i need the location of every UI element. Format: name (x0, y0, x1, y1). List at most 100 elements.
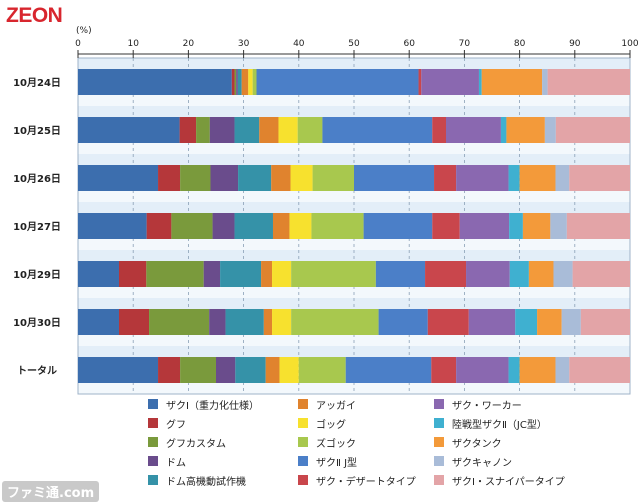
bar-segment (234, 213, 273, 239)
bar-segment (418, 69, 422, 95)
bar-segment (263, 309, 273, 335)
bar-segment (431, 357, 457, 383)
bar-segment (180, 357, 216, 383)
bar-segment (271, 165, 291, 191)
bar-segment (225, 309, 264, 335)
category-label: 10月27日 (13, 221, 61, 233)
bar-segment (528, 261, 554, 287)
bar-segment (265, 357, 280, 383)
bar-segment (209, 309, 226, 335)
bar-segment (272, 213, 290, 239)
bar-segment (220, 261, 262, 287)
x-tick-label: 40 (293, 39, 305, 49)
bar-segment (311, 213, 364, 239)
bar-segment (537, 309, 562, 335)
bar-segment (241, 69, 249, 95)
category-label: 10月26日 (13, 173, 61, 185)
bar-segment (555, 117, 630, 143)
bar-segment (78, 309, 119, 335)
bar-segment (427, 309, 469, 335)
bar-segment (146, 261, 204, 287)
x-tick-label: 70 (459, 39, 471, 49)
bar-segment (235, 357, 266, 383)
bar-segment (158, 357, 181, 383)
bar-segment (522, 213, 551, 239)
x-tick-label: 50 (348, 39, 360, 49)
bar-segment (203, 261, 221, 287)
category-label: 10月24日 (13, 77, 61, 89)
bar-segment (212, 213, 235, 239)
bar-segment (508, 357, 520, 383)
x-tick-label: 80 (514, 39, 526, 49)
bar-segment (515, 309, 538, 335)
bar-segment (196, 117, 210, 143)
bar-segment (179, 117, 197, 143)
bar-segment (78, 357, 159, 383)
bar-segment (354, 165, 435, 191)
bar-segment (508, 165, 520, 191)
bar-segment (171, 213, 213, 239)
bar-segment (238, 165, 272, 191)
x-tick-label: 20 (183, 39, 195, 49)
bar-segment (446, 117, 501, 143)
bar-segment (432, 213, 460, 239)
x-tick-label: 10 (127, 39, 139, 49)
bar-segment (434, 165, 457, 191)
category-label: 10月29日 (13, 269, 61, 281)
bar-segment (298, 357, 346, 383)
bar-segment (500, 117, 507, 143)
bar-segment (363, 213, 433, 239)
bar-segment (256, 69, 419, 95)
bar-segment (118, 309, 150, 335)
bar-segment (432, 117, 446, 143)
bar-segment (259, 117, 279, 143)
bar-segment (291, 309, 379, 335)
bar-segment (566, 213, 630, 239)
bar-segment (519, 165, 556, 191)
bar-segment (506, 117, 545, 143)
bar-segment (580, 309, 630, 335)
bar-segment (216, 357, 236, 383)
bar-segment (278, 117, 298, 143)
category-label: トータル (17, 365, 57, 377)
bar-segment (425, 261, 467, 287)
bar-segment (569, 357, 630, 383)
bar-segment (509, 213, 523, 239)
bar-segment (237, 69, 242, 95)
bar-segment (509, 261, 529, 287)
x-tick-labels: 0 10 20 30 40 50 60 70 80 90 100 (75, 39, 639, 49)
bar-segment (542, 69, 548, 95)
bar-segment (550, 213, 567, 239)
bar-segment (555, 357, 570, 383)
bar-segment (544, 117, 556, 143)
bar-segment (78, 261, 119, 287)
unit-label: (%) (76, 26, 92, 36)
bar-segment (312, 165, 354, 191)
bar-segment (289, 213, 312, 239)
bar-segment (209, 117, 235, 143)
x-tick-label: 90 (569, 39, 581, 49)
bar-segment (149, 309, 210, 335)
bar-segment (261, 261, 273, 287)
bar-segment (466, 261, 510, 287)
bar-segment (118, 261, 147, 287)
bar-segment (459, 213, 510, 239)
bar-segment (234, 117, 260, 143)
bar-segment (78, 213, 147, 239)
bar-segment (146, 213, 172, 239)
bar-segment (236, 69, 238, 95)
bar-segment (231, 69, 235, 95)
bar-segment (297, 117, 323, 143)
bar-segment (378, 309, 428, 335)
x-tick-label: 60 (403, 39, 415, 49)
bar-segment (572, 261, 630, 287)
bar-segment (78, 165, 159, 191)
category-label: 10月30日 (13, 317, 61, 329)
category-label: 10月25日 (13, 125, 61, 137)
bar-segment (272, 261, 292, 287)
bar-segment (569, 165, 630, 191)
bar-segment (519, 357, 556, 383)
bar-segment (279, 357, 299, 383)
